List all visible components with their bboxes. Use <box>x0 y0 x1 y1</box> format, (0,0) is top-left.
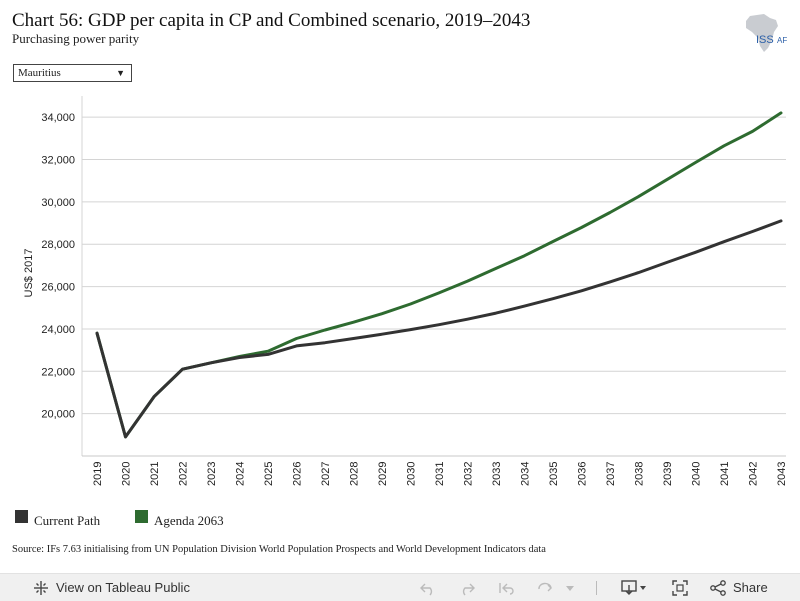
y-tick-label: 30,000 <box>41 197 75 209</box>
undo-icon <box>419 580 437 596</box>
y-tick-label: 28,000 <box>41 239 75 251</box>
x-tick-label: 2041 <box>719 462 731 486</box>
tableau-toolbar: View on Tableau Public <box>0 573 800 601</box>
y-axis-label: US$ 2017 <box>23 249 35 298</box>
x-tick-label: 2032 <box>463 462 475 486</box>
x-tick-label: 2035 <box>548 462 560 486</box>
x-tick-label: 2038 <box>634 462 646 486</box>
toolbar-divider <box>596 581 597 595</box>
undo-button[interactable] <box>419 574 437 601</box>
x-tick-label: 2040 <box>691 462 703 486</box>
x-tick-label: 2019 <box>92 462 104 486</box>
download-button[interactable] <box>621 574 647 601</box>
chart-subtitle: Purchasing power parity <box>12 31 140 46</box>
chart-axes <box>81 96 786 457</box>
share-icon <box>710 579 726 596</box>
source-note: Source: IFs 7.63 initialising from UN Po… <box>12 544 546 555</box>
x-tick-label: 2036 <box>577 462 589 486</box>
x-tick-label: 2022 <box>178 462 190 486</box>
y-tick-label: 24,000 <box>41 324 75 336</box>
grid-lines <box>82 116 786 415</box>
x-tick-label: 2042 <box>748 462 760 486</box>
x-tick-label: 2028 <box>349 462 361 486</box>
x-tick-label: 2037 <box>605 462 617 486</box>
logo-wordmark: ISS <box>756 34 774 46</box>
view-on-tableau-label: View on Tableau Public <box>56 580 190 595</box>
y-tick-label: 22,000 <box>41 366 75 378</box>
legend-swatch <box>15 510 28 523</box>
chevron-down-icon: ▼ <box>116 68 125 78</box>
share-label: Share <box>733 580 768 595</box>
x-tick-label: 2034 <box>520 462 532 486</box>
y-tick-label: 26,000 <box>41 282 75 294</box>
x-tick-labels: 2019 2020 2021 2022 2023 2024 2025 2026 2027 2028… <box>92 462 788 486</box>
x-tick-label: 2020 <box>121 462 133 486</box>
y-tick-label: 34,000 <box>41 112 75 124</box>
refresh-button[interactable] <box>536 574 554 601</box>
x-tick-label: 2026 <box>292 462 304 486</box>
x-tick-label: 2033 <box>491 462 503 486</box>
x-tick-label: 2030 <box>406 462 418 486</box>
chevron-down-icon <box>566 584 574 592</box>
series-line-current-path <box>95 219 783 439</box>
view-on-tableau-button[interactable]: View on Tableau Public <box>33 574 190 601</box>
redo-button[interactable] <box>458 574 476 601</box>
download-icon <box>621 579 647 596</box>
x-tick-label: 2024 <box>235 462 247 486</box>
x-tick-label: 2029 <box>377 462 389 486</box>
x-tick-label: 2043 <box>776 462 788 486</box>
tableau-icon <box>33 580 49 596</box>
chart-title: Chart 56: GDP per capita in CP and Combi… <box>12 10 531 31</box>
country-selector-value: Mauritius <box>18 67 61 79</box>
x-tick-label: 2023 <box>206 462 218 486</box>
revert-icon <box>498 580 516 596</box>
x-tick-label: 2031 <box>434 462 446 486</box>
redo-icon <box>458 580 476 596</box>
x-tick-label: 2027 <box>320 462 332 486</box>
svg-text:AF: AF <box>777 36 787 45</box>
x-tick-label: 2039 <box>662 462 674 486</box>
x-tick-label: 2021 <box>149 462 161 486</box>
share-button[interactable]: Share <box>710 574 768 601</box>
series-lines <box>95 111 783 439</box>
y-tick-label: 20,000 <box>41 409 75 421</box>
y-tick-label: 32,000 <box>41 155 75 167</box>
legend-label: Agenda 2063 <box>154 513 224 528</box>
revert-button[interactable] <box>498 574 516 601</box>
refresh-icon <box>536 580 554 596</box>
pause-menu-button[interactable] <box>566 574 574 601</box>
fullscreen-icon <box>672 579 688 596</box>
line-chart: 20,000 22,000 24,000 26,000 28,000 30,000 32,0… <box>23 96 788 486</box>
legend-label: Current Path <box>34 513 101 528</box>
legend-swatch <box>135 510 148 523</box>
country-selector[interactable]: Mauritius ▼ <box>13 64 132 82</box>
series-line-agenda-2063 <box>95 111 783 439</box>
x-tick-label: 2025 <box>263 462 275 486</box>
y-tick-labels: 20,000 22,000 24,000 26,000 28,000 30,000 32,0… <box>41 112 75 420</box>
fullscreen-button[interactable] <box>672 574 688 601</box>
iss-africa-logo: ISS AF <box>740 12 790 54</box>
